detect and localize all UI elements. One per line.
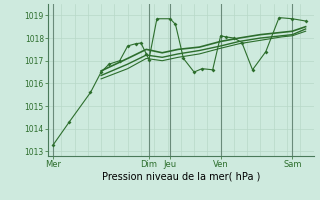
X-axis label: Pression niveau de la mer( hPa ): Pression niveau de la mer( hPa )	[102, 172, 260, 182]
